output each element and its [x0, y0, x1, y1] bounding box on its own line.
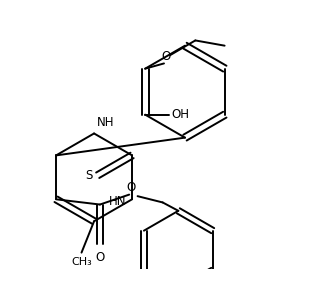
Text: O: O — [127, 181, 136, 194]
Text: S: S — [85, 169, 92, 182]
Text: CH₃: CH₃ — [71, 257, 92, 267]
Text: OH: OH — [171, 108, 189, 121]
Text: NH: NH — [97, 116, 115, 129]
Text: O: O — [95, 251, 105, 263]
Text: HN: HN — [110, 195, 127, 208]
Text: O: O — [161, 51, 171, 63]
